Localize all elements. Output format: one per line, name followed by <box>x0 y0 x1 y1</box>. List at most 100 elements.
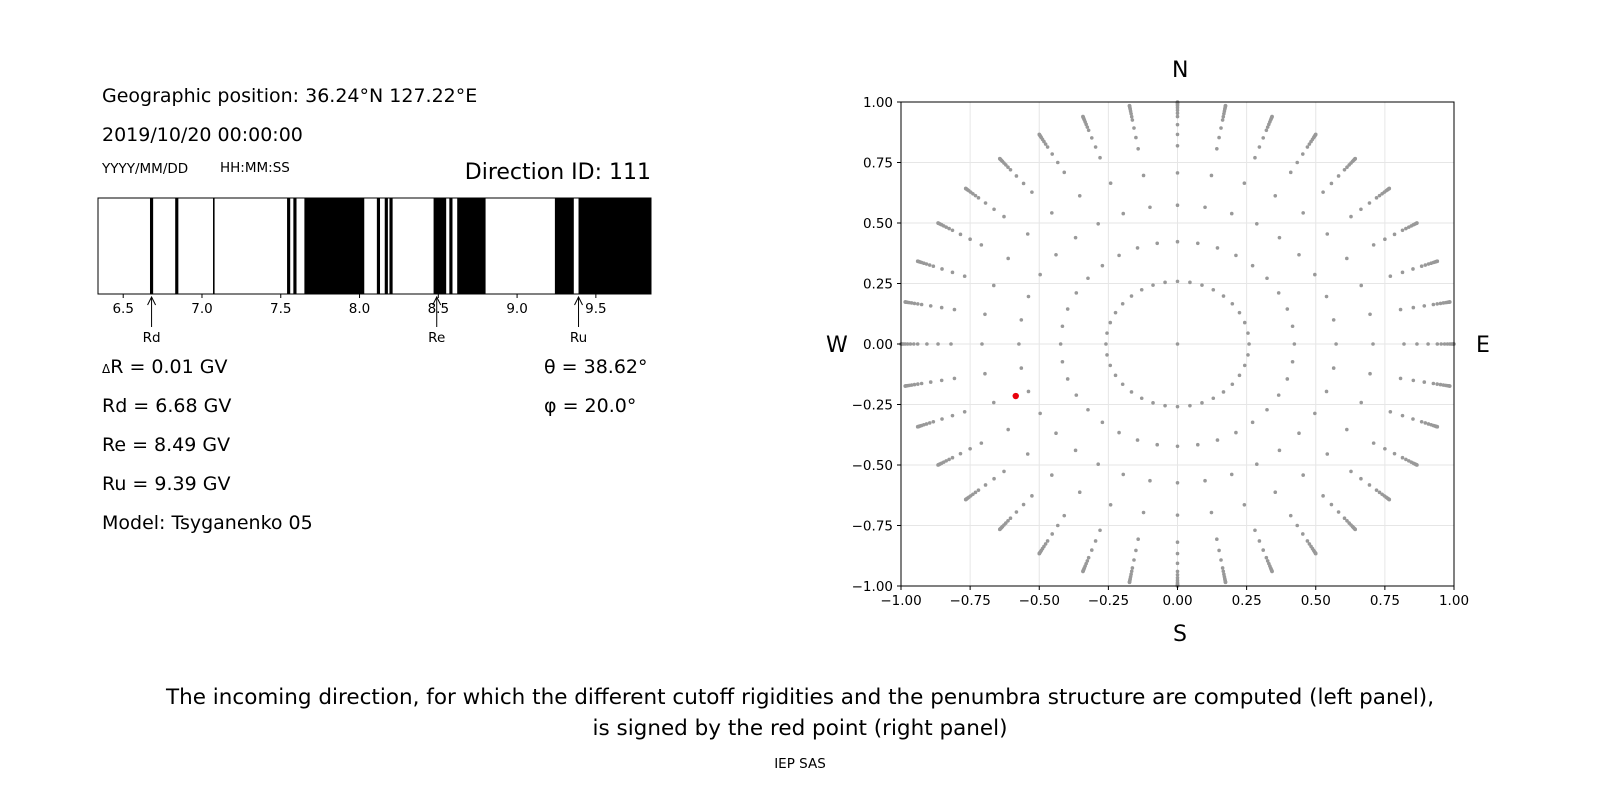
direction-point <box>1060 324 1065 329</box>
direction-point <box>1334 342 1338 346</box>
direction-point <box>1132 126 1136 130</box>
direction-point <box>1108 320 1113 325</box>
selected-direction-point <box>1012 392 1019 400</box>
direction-point <box>1325 232 1330 236</box>
direction-point <box>916 382 920 386</box>
direction-point <box>1285 377 1290 381</box>
direction-point <box>936 463 940 467</box>
direction-point <box>1155 442 1160 447</box>
direction-point <box>1060 359 1065 364</box>
direction-point <box>979 243 984 247</box>
credit-label: IEP SAS <box>774 756 826 772</box>
direction-point <box>1404 457 1408 462</box>
direction-point <box>1313 132 1318 137</box>
direction-point <box>1136 537 1140 542</box>
direction-point <box>1387 186 1392 191</box>
direction-point <box>1368 371 1372 376</box>
direction-point <box>1321 190 1325 194</box>
direction-point <box>1050 152 1055 156</box>
direction-point <box>1431 302 1436 307</box>
direction-point <box>1215 438 1220 442</box>
direction-point <box>1139 396 1144 401</box>
direction-point <box>1065 377 1070 381</box>
forbidden-band <box>213 198 215 294</box>
direction-point <box>1288 170 1293 175</box>
re-value: Re = 8.49 GV <box>102 434 231 456</box>
direction-point <box>1209 173 1214 178</box>
direction-point <box>1301 473 1305 477</box>
direction-point <box>919 302 924 307</box>
direction-point <box>1200 283 1204 287</box>
x-tick-label: 0.50 <box>1301 593 1331 609</box>
direction-point <box>931 264 936 269</box>
direction-point <box>1108 181 1113 185</box>
direction-point <box>1055 160 1060 165</box>
direction-point <box>1411 378 1416 383</box>
forbidden-band <box>175 198 179 294</box>
direction-point <box>1155 241 1160 246</box>
compass-west: W <box>826 333 848 358</box>
direction-point <box>1021 181 1026 186</box>
forbidden-band <box>304 198 365 294</box>
direction-point <box>939 378 944 383</box>
direction-point <box>1100 263 1105 268</box>
direction-point <box>1175 132 1180 137</box>
direction-point <box>1398 376 1403 381</box>
direction-point <box>1305 539 1310 543</box>
direction-point <box>927 421 932 425</box>
direction-point <box>1229 211 1234 216</box>
direction-point <box>1002 214 1006 219</box>
direction-point <box>1290 359 1295 364</box>
direction-point <box>1359 283 1364 288</box>
direction-point <box>1345 165 1349 169</box>
direction-point <box>1250 263 1255 268</box>
direction-point <box>1104 342 1108 346</box>
y-tick-label: −1.00 <box>852 579 893 595</box>
direction-point <box>928 380 933 384</box>
direction-point <box>992 207 996 212</box>
direction-point <box>1175 513 1180 517</box>
direction-point <box>1237 373 1242 378</box>
direction-point <box>983 312 987 317</box>
x-tick-label: 0.00 <box>1162 593 1192 609</box>
direction-point <box>1297 431 1301 436</box>
penumbra-tick-label: 8.0 <box>349 301 370 317</box>
direction-point <box>1081 114 1085 119</box>
marker-label-ru: Ru <box>570 330 587 346</box>
x-tick-label: 1.00 <box>1439 593 1469 609</box>
x-tick-label: −0.75 <box>949 593 990 609</box>
direction-point <box>1175 561 1180 566</box>
direction-point <box>1247 342 1251 346</box>
direction-point <box>1435 259 1440 264</box>
direction-point <box>1331 366 1336 370</box>
direction-point <box>1038 411 1042 416</box>
direction-point <box>1175 111 1180 116</box>
direction-point <box>1006 256 1010 261</box>
penumbra-tick-label: 7.5 <box>270 301 291 317</box>
direction-point <box>1141 510 1146 515</box>
direction-point <box>1270 114 1274 119</box>
direction-point <box>931 419 936 424</box>
direction-point <box>1353 156 1358 161</box>
direction-point <box>1108 503 1113 507</box>
direction-point <box>1089 548 1094 552</box>
x-tick-label: −1.00 <box>880 593 921 609</box>
direction-point <box>1120 301 1125 306</box>
direction-point <box>963 497 968 502</box>
direction-point <box>983 371 987 376</box>
direction-point <box>1230 382 1235 387</box>
forbidden-band <box>457 198 486 294</box>
direction-point <box>1300 152 1305 156</box>
forbidden-band <box>433 198 447 294</box>
direction-point <box>928 304 933 308</box>
direction-point <box>1307 142 1312 146</box>
direction-point <box>1325 452 1330 456</box>
rd-value: Rd = 6.68 GV <box>102 395 232 417</box>
direction-point <box>1135 246 1140 250</box>
time-format-label: HH:MM:SS <box>220 160 290 176</box>
delta-r-value: ΔR = 0.01 GV <box>102 356 227 378</box>
direction-point <box>1257 145 1262 149</box>
direction-point <box>1121 211 1126 216</box>
direction-point <box>1081 569 1085 574</box>
direction-point <box>1175 108 1180 113</box>
